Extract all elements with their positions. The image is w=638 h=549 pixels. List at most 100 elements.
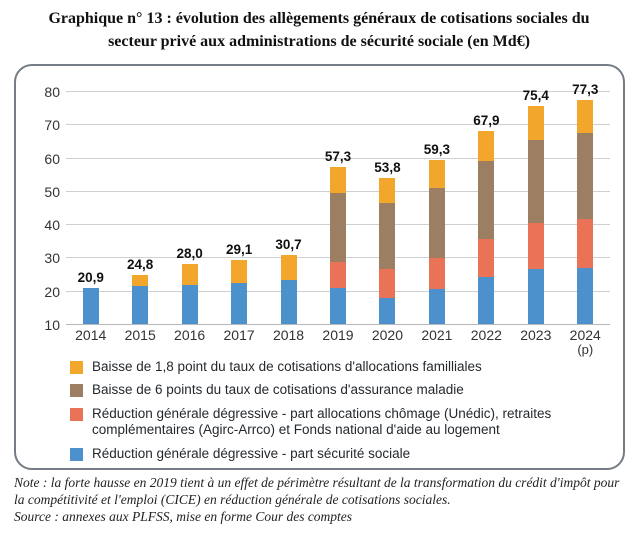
x-axis-labels: 2014 2015 2016 2017 2018 2019 2020 2021 2022 2023… <box>66 327 610 358</box>
chart-title: Graphique n° 13 : évolution des allègeme… <box>48 10 590 50</box>
legend-label: Réduction générale dégressive - part séc… <box>92 445 411 461</box>
bar-segment-baisse-1-8-point-allocations-familliales <box>428 159 445 188</box>
bar-segment-reduction-generale-unedic-agirc-arrco-fnal <box>379 268 396 299</box>
legend-item-assurance-maladie: Baisse de 6 points du taux de cotisation… <box>70 382 605 398</box>
x-tick-label-2015: 2015 <box>124 327 156 343</box>
gridline-10 <box>66 324 610 325</box>
y-tick-label-60: 60 <box>44 150 60 167</box>
bar-total-label-2023: 75,4 <box>522 88 549 104</box>
bar-segment-baisse-1-8-point-allocations-familliales <box>577 100 594 133</box>
x-tick-label-2021: 2021 <box>421 327 453 343</box>
blue-legend-swatch <box>70 447 83 461</box>
bar-total-label-2024: 77,3 <box>572 82 599 97</box>
bar-total-label-2019: 57,3 <box>324 148 352 164</box>
bar-segment-reduction-generale-securite-sociale <box>231 283 248 324</box>
bar-segment-reduction-generale-unedic-agirc-arrco-fnal <box>428 258 445 290</box>
legend-label: Baisse de 1,8 point du taux de cotisatio… <box>92 359 482 374</box>
bar-segment-reduction-generale-securite-sociale <box>478 277 495 324</box>
bar-stack-2020 <box>379 178 396 324</box>
chart-frame: 80 70 60 50 40 30 20 10 20,9 24,8 28,0 29,1 30,7 57,… <box>14 64 625 470</box>
bar-2019: 57,3 <box>313 91 362 324</box>
y-tick-label-50: 50 <box>44 183 60 200</box>
bar-total-label-2018: 30,7 <box>275 237 302 253</box>
bar-segment-reduction-generale-securite-sociale <box>280 280 297 324</box>
bar-segment-baisse-1-8-point-allocations-familliales <box>329 166 346 193</box>
bar-segment-baisse-1-8-point-allocations-familliales <box>478 131 495 162</box>
bar-2020: 53,8 <box>363 91 412 324</box>
bar-segment-reduction-generale-securite-sociale <box>577 267 594 324</box>
gridline-70 <box>66 124 610 126</box>
bar-segment-baisse-1-8-point-allocations-familliales <box>527 106 544 140</box>
bar-segment-reduction-generale-unedic-agirc-arrco-fnal <box>478 238 495 278</box>
bar-segment-reduction-generale-securite-sociale <box>82 287 99 324</box>
bar-stack-2024 <box>577 100 594 324</box>
bar-stack-2022 <box>478 131 495 324</box>
y-tick-label-10: 10 <box>44 317 60 333</box>
bar-2023: 75,4 <box>511 88 560 324</box>
bar-2017: 29,1 <box>214 91 263 324</box>
bar-segment-baisse-1-8-point-allocations-familliales <box>231 260 248 284</box>
bars: 20,9 24,8 28,0 29,1 30,7 57,3 53,8 59,3 67,9 75,4… <box>66 82 610 324</box>
bar-total-label-2015: 24,8 <box>127 256 154 272</box>
bar-segment-baisse-1-8-point-allocations-familliales <box>280 255 297 281</box>
x-tick-label-2024: 2024 (p) <box>561 327 610 358</box>
footnotes: Note : la forte hausse en 2019 tient à u… <box>14 475 632 526</box>
y-tick-label-20: 20 <box>44 283 60 300</box>
legend-label: Réduction générale dégressive - part all… <box>92 405 552 438</box>
x-tick-label-2019: 2019 <box>322 327 354 343</box>
bar-total-label-2017: 29,1 <box>225 242 253 258</box>
provisional-marker: (p) <box>577 342 594 358</box>
bar-2021: 59,3 <box>412 91 461 324</box>
bar-stack-2015 <box>132 274 149 324</box>
x-tick-label-2016: 2016 <box>174 327 206 343</box>
bar-segment-reduction-generale-securite-sociale <box>329 287 346 324</box>
bar-total-label-2022: 67,9 <box>473 113 500 129</box>
bar-segment-reduction-generale-securite-sociale <box>379 298 396 324</box>
bar-segment-baisse-6-points-assurance-maladie <box>478 161 495 239</box>
legend: Baisse de 1,8 point du taux de cotisatio… <box>70 359 605 469</box>
bar-segment-baisse-1-8-point-allocations-familliales <box>132 274 149 287</box>
y-tick-label-30: 30 <box>44 250 60 267</box>
gridline-60 <box>66 157 610 159</box>
bar-segment-reduction-generale-unedic-agirc-arrco-fnal <box>577 218 594 268</box>
legend-item-securite-sociale: Réduction générale dégressive - part séc… <box>70 446 605 462</box>
legend-item-allocations-familliales: Baisse de 1,8 point du taux de cotisatio… <box>70 359 605 375</box>
bar-segment-baisse-1-8-point-allocations-familliales <box>379 178 396 203</box>
y-tick-label-70: 70 <box>44 117 60 134</box>
legend-label: Baisse de 6 points du taux de cotisation… <box>92 382 464 398</box>
bar-2022: 67,9 <box>462 91 511 324</box>
bar-total-label-2014: 20,9 <box>77 269 104 285</box>
x-tick-label-2017: 2017 <box>223 327 255 343</box>
bar-segment-baisse-6-points-assurance-maladie <box>527 139 544 223</box>
bar-2016: 28,0 <box>165 91 214 324</box>
x-tick-label-2022: 2022 <box>470 327 502 343</box>
source-text: Source : annexes aux PLFSS, mise en form… <box>14 508 353 524</box>
bar-stack-2014 <box>82 287 99 324</box>
bar-stack-2018 <box>280 255 297 324</box>
bar-segment-baisse-6-points-assurance-maladie <box>428 187 445 259</box>
x-tick-label-2014: 2014 <box>75 327 107 343</box>
y-axis-labels: 80 70 60 50 40 30 20 10 <box>24 85 60 332</box>
bar-2014: 20,9 <box>66 91 115 324</box>
x-tick-label-2023: 2023 <box>520 327 552 343</box>
bar-stack-2019 <box>329 166 346 324</box>
yellow-legend-swatch <box>70 361 83 374</box>
bar-segment-reduction-generale-unedic-agirc-arrco-fnal <box>329 262 346 288</box>
brown-legend-swatch <box>70 384 83 398</box>
salmon-legend-swatch <box>70 407 83 421</box>
bar-segment-baisse-1-8-point-allocations-familliales <box>181 264 198 285</box>
legend-item-unedic-agirc-arrco: Réduction générale dégressive - part all… <box>70 406 605 439</box>
bar-total-label-2016: 28,0 <box>176 246 203 262</box>
bar-segment-reduction-generale-securite-sociale <box>132 286 149 324</box>
bar-segment-reduction-generale-securite-sociale <box>428 289 445 324</box>
bar-stack-2016 <box>181 264 198 324</box>
bar-total-label-2020: 53,8 <box>374 160 401 176</box>
bar-segment-reduction-generale-unedic-agirc-arrco-fnal <box>527 222 544 269</box>
y-tick-label-40: 40 <box>44 217 60 234</box>
bar-2018: 30,7 <box>264 91 313 324</box>
bar-segment-baisse-6-points-assurance-maladie <box>577 132 594 219</box>
plot-area: 20,9 24,8 28,0 29,1 30,7 57,3 53,8 59,3 67,9 75,4… <box>66 82 610 325</box>
bar-segment-reduction-generale-securite-sociale <box>181 284 198 324</box>
bar-stack-2017 <box>231 260 248 324</box>
